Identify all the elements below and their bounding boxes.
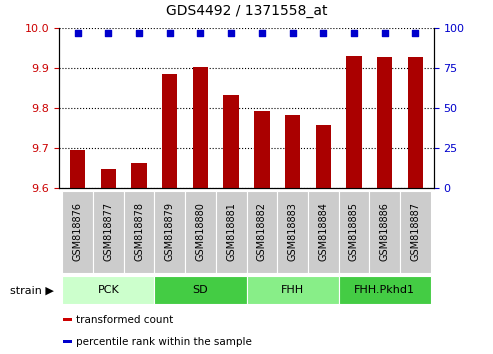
Bar	[193, 67, 208, 188]
Bar	[316, 125, 331, 188]
Bar	[339, 276, 431, 304]
Bar	[400, 191, 431, 273]
Bar	[185, 191, 216, 273]
Text: FHH: FHH	[281, 285, 304, 295]
Text: percentile rank within the sample: percentile rank within the sample	[76, 337, 252, 347]
Bar	[285, 115, 300, 188]
Bar	[63, 341, 72, 343]
Bar	[216, 191, 246, 273]
Text: SD: SD	[193, 285, 208, 295]
Text: FHH.Pkhd1: FHH.Pkhd1	[354, 285, 415, 295]
Text: GSM818877: GSM818877	[104, 202, 113, 262]
Bar	[308, 191, 339, 273]
Text: PCK: PCK	[98, 285, 119, 295]
Text: GSM818879: GSM818879	[165, 202, 175, 261]
Point	[73, 30, 81, 36]
Point	[412, 30, 420, 36]
Text: GSM818882: GSM818882	[257, 202, 267, 261]
Point	[258, 30, 266, 36]
Point	[381, 30, 388, 36]
Text: GSM818885: GSM818885	[349, 202, 359, 261]
Bar	[246, 191, 277, 273]
Text: GSM818886: GSM818886	[380, 202, 389, 261]
Bar	[223, 95, 239, 188]
Bar	[254, 111, 270, 188]
Point	[227, 30, 235, 36]
Bar	[154, 191, 185, 273]
Point	[135, 30, 143, 36]
Bar	[346, 56, 362, 188]
Text: strain ▶: strain ▶	[10, 285, 54, 295]
Text: GSM818876: GSM818876	[72, 202, 83, 261]
Point	[319, 30, 327, 36]
Text: transformed count: transformed count	[76, 315, 173, 325]
Bar	[131, 163, 147, 188]
Bar	[124, 191, 154, 273]
Bar	[154, 276, 246, 304]
Text: GSM818881: GSM818881	[226, 202, 236, 261]
Bar	[62, 191, 93, 273]
Text: GDS4492 / 1371558_at: GDS4492 / 1371558_at	[166, 4, 327, 18]
Text: GSM818883: GSM818883	[287, 202, 298, 261]
Bar	[408, 57, 423, 188]
Bar	[70, 150, 85, 188]
Text: GSM818878: GSM818878	[134, 202, 144, 261]
Bar	[339, 191, 369, 273]
Text: GSM818884: GSM818884	[318, 202, 328, 261]
Text: GSM818887: GSM818887	[410, 202, 421, 261]
Point	[350, 30, 358, 36]
Bar	[62, 276, 154, 304]
Bar	[162, 74, 177, 188]
Bar	[246, 276, 339, 304]
Point	[197, 30, 205, 36]
Point	[288, 30, 296, 36]
Bar	[63, 318, 72, 321]
Bar	[93, 191, 124, 273]
Bar	[277, 191, 308, 273]
Bar	[369, 191, 400, 273]
Point	[166, 30, 174, 36]
Bar	[377, 57, 392, 188]
Point	[105, 30, 112, 36]
Text: GSM818880: GSM818880	[195, 202, 206, 261]
Bar	[101, 169, 116, 188]
